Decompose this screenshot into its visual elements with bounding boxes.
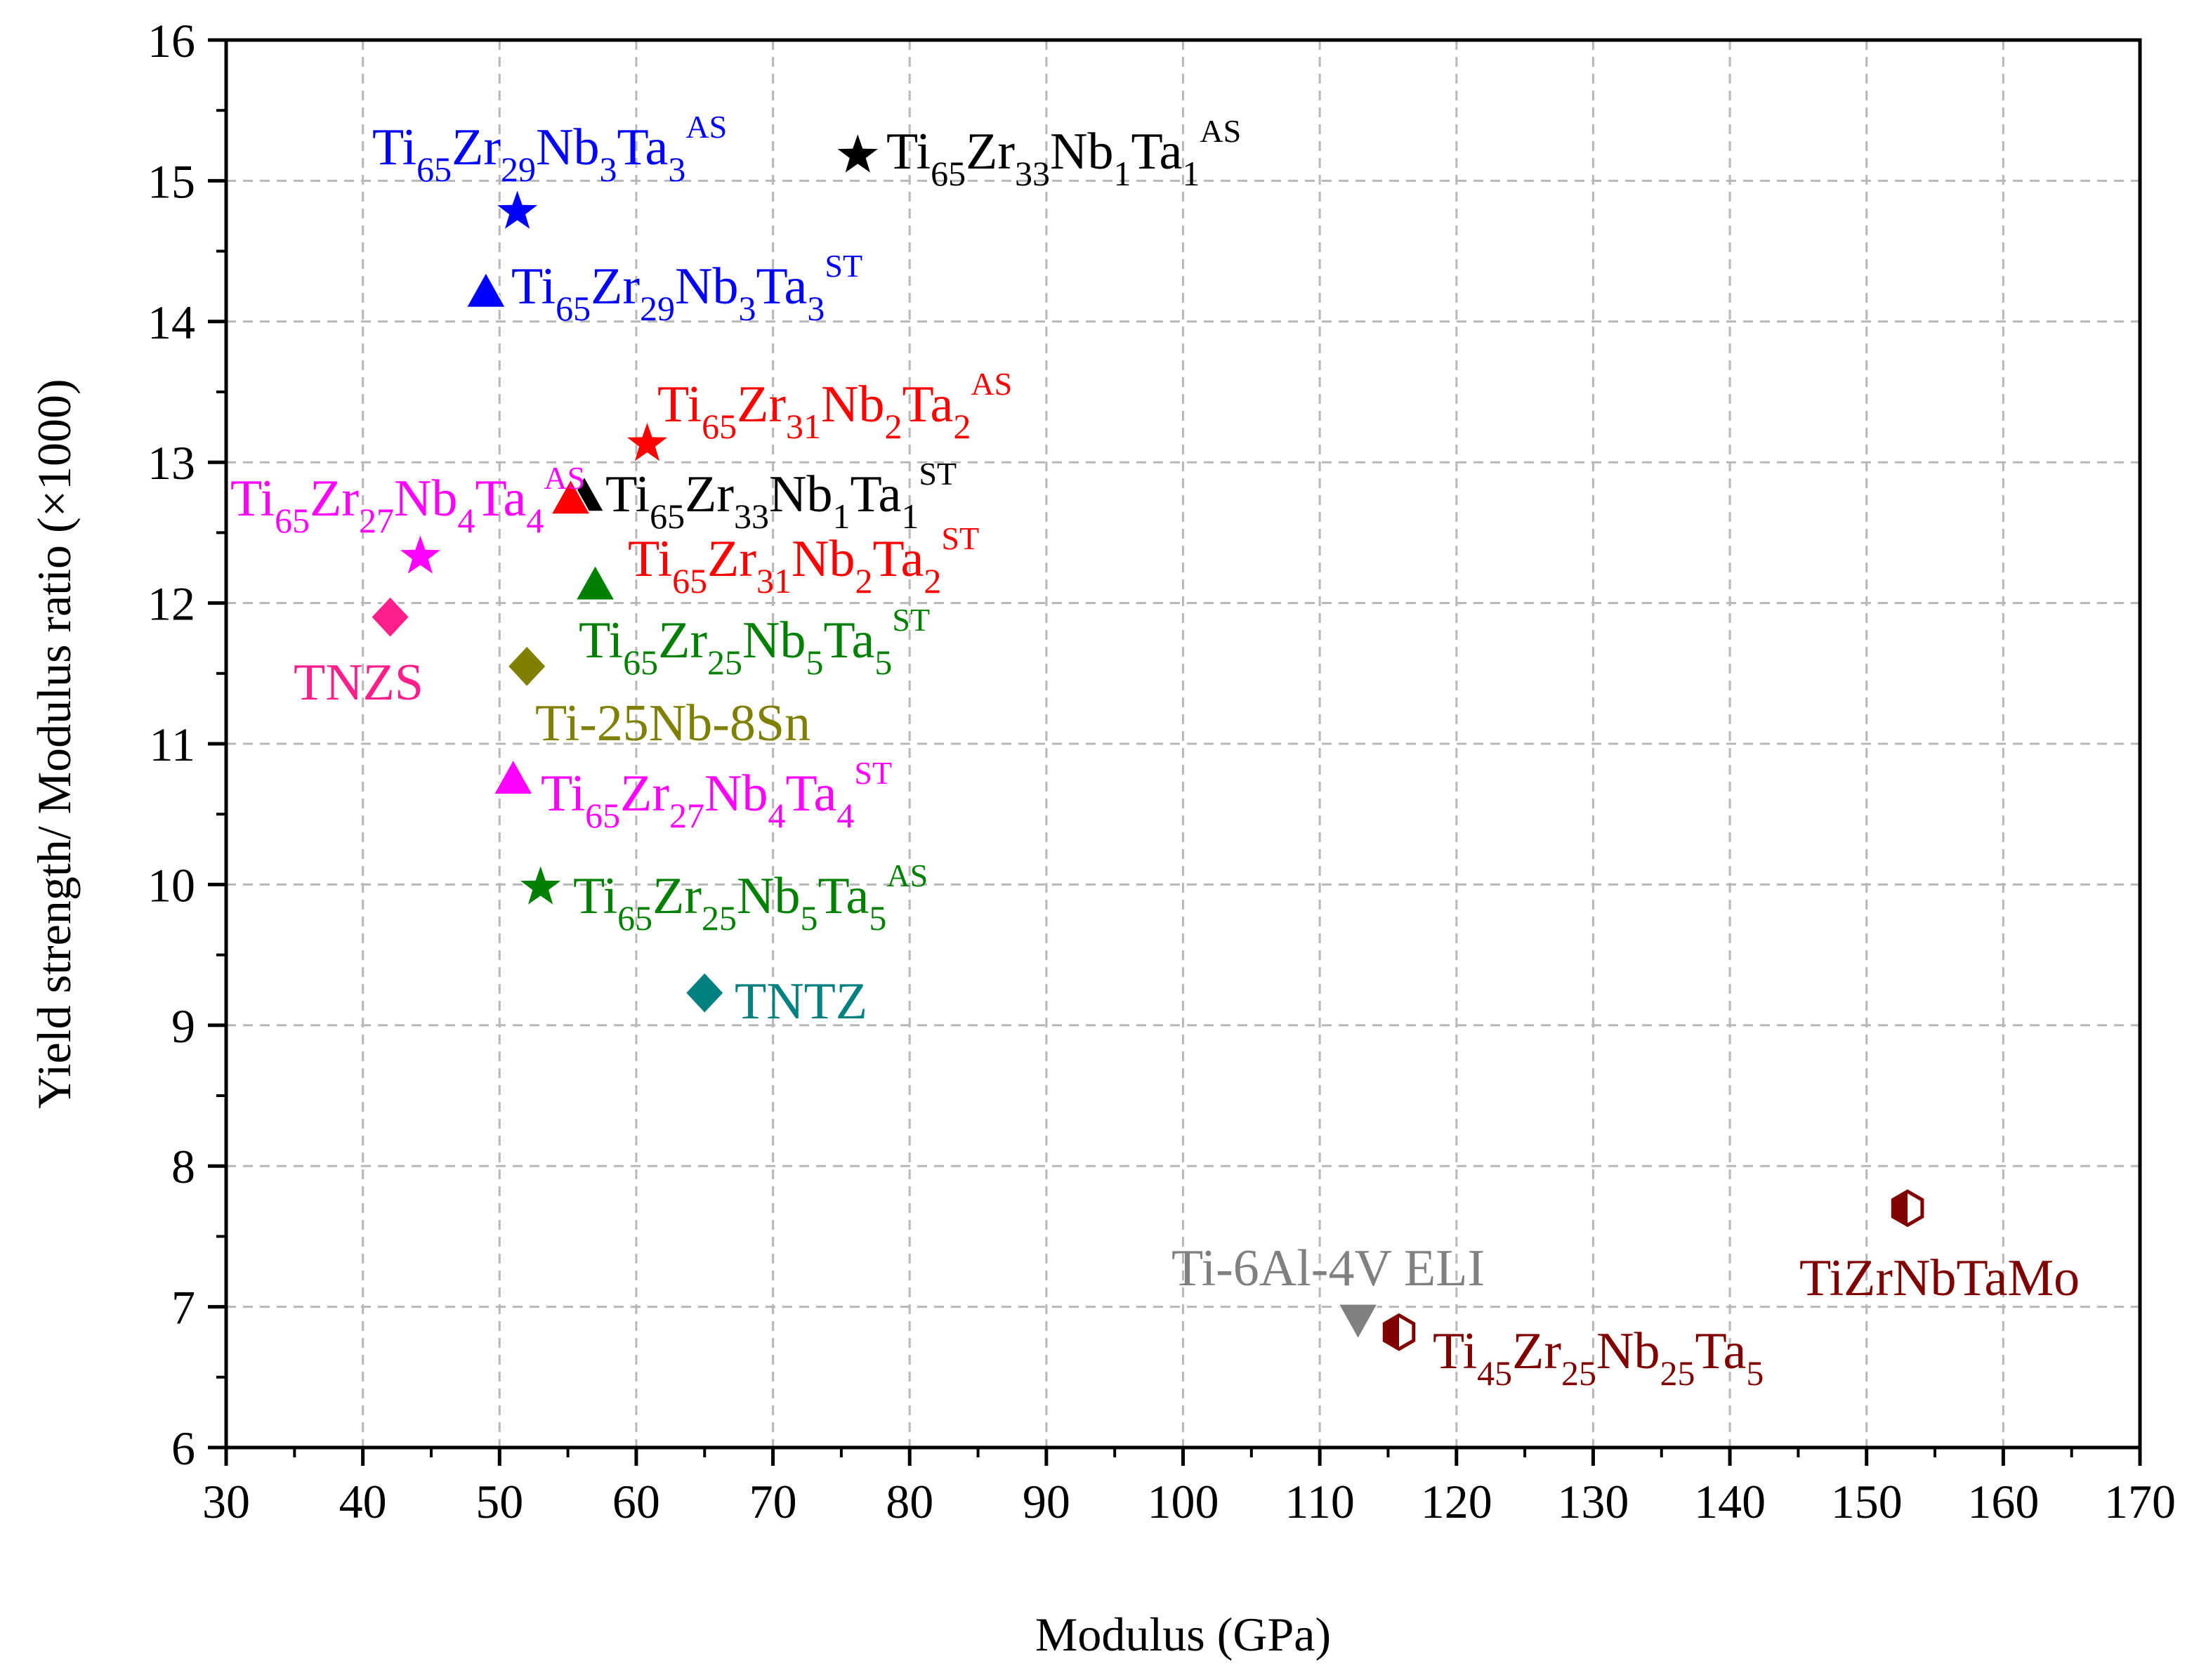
ti65zr29nb3ta3-as-marker — [497, 190, 538, 229]
tnzs-label: TNZS — [294, 654, 424, 711]
x-tick-label: 120 — [1421, 1475, 1492, 1528]
ti65zr33nb1ta1-as-label: Ti65Zr33Nb1Ta1AS — [886, 113, 1241, 193]
y-tick-label: 16 — [147, 14, 195, 67]
ti65zr31nb2ta2-as-label: Ti65Zr31Nb2Ta2AS — [657, 366, 1012, 446]
y-tick-label: 12 — [147, 577, 195, 631]
tizrnbtamo-label: TiZrNbTaMo — [1799, 1249, 2080, 1307]
ti65zr27nb4ta4-st-label: Ti65Zr27Nb4Ta4ST — [541, 755, 892, 835]
x-tick-label: 90 — [1023, 1475, 1070, 1528]
y-tick-label: 14 — [147, 296, 195, 349]
ti65zr31nb2ta2-as-marker — [627, 423, 667, 461]
x-tick-label: 110 — [1285, 1475, 1354, 1528]
ti-6al-4v-eli-label: Ti-6Al-4V ELI — [1171, 1240, 1485, 1297]
y-axis-title: Yield strength/ Modulus ratio (×1000) — [27, 379, 81, 1108]
x-axis-tick-labels: 30 40 50 60 70 80 90 100 110 120 130 140 150 160 170 — [202, 1475, 2176, 1528]
ti65zr25nb5ta5-st-label: Ti65Zr25Nb5Ta5ST — [579, 602, 930, 682]
x-tick-label: 30 — [202, 1475, 250, 1528]
ti65zr29nb3ta3-st-marker — [465, 270, 507, 308]
y-tick-label: 7 — [171, 1281, 195, 1334]
ti-25nb-8sn-label: Ti-25Nb-8Sn — [535, 695, 810, 752]
y-tick-label: 13 — [147, 436, 195, 490]
axis-ticks — [208, 38, 2142, 1466]
ti65zr33nb1ta1-as-marker — [837, 134, 878, 173]
data-markers — [369, 134, 1924, 1351]
ti65zr33nb1ta1-st-label: Ti65Zr33Nb1Ta1ST — [605, 456, 957, 536]
ti45zr25nb25ta5-label: Ti45Zr25Nb25Ta5 — [1433, 1323, 1764, 1393]
x-tick-label: 140 — [1694, 1475, 1766, 1528]
ti65zr29nb3ta3-st-label: Ti65Zr29Nb3Ta3ST — [511, 248, 862, 328]
data-labels: Ti65Zr29Nb3Ta3AS Ti65Zr29Nb3Ta3ST Ti65Zr33… — [230, 109, 2080, 1393]
tnzs-marker — [369, 594, 412, 640]
y-tick-label: 15 — [147, 155, 195, 208]
y-tick-label: 10 — [147, 858, 195, 912]
x-tick-label: 160 — [1967, 1475, 2039, 1528]
ti65zr27nb4ta4-as-label: Ti65Zr27Nb4Ta4AS — [230, 460, 585, 540]
ti65zr27nb4ta4-st-marker — [492, 758, 534, 796]
x-tick-label: 170 — [2104, 1475, 2176, 1528]
x-tick-label: 60 — [612, 1475, 660, 1528]
y-tick-label: 6 — [171, 1422, 195, 1475]
ti45zr25nb25ta5-marker — [1382, 1313, 1416, 1351]
grid-lines — [226, 40, 2140, 1448]
ti-6al-4v-eli-marker — [1337, 1303, 1379, 1341]
ti65zr25nb5ta5-as-marker — [520, 866, 561, 905]
x-tick-label: 100 — [1148, 1475, 1219, 1528]
ti65zr25nb5ta5-st-marker — [574, 563, 617, 601]
ti65zr25nb5ta5-as-label: Ti65Zr25Nb5Ta5AS — [573, 858, 928, 938]
x-axis-title: Modulus (GPa) — [1035, 1608, 1331, 1661]
y-tick-label: 8 — [171, 1140, 195, 1193]
x-tick-label: 150 — [1831, 1475, 1903, 1528]
y-tick-label: 11 — [150, 718, 195, 771]
ti-25nb-8sn-marker — [506, 643, 549, 689]
x-tick-label: 80 — [886, 1475, 933, 1528]
x-tick-label: 50 — [475, 1475, 523, 1528]
ti65zr31nb2ta2-st-label: Ti65Zr31Nb2Ta2ST — [628, 520, 979, 601]
tntz-label: TNTZ — [735, 973, 867, 1030]
ti65zr27nb4ta4-as-marker — [400, 535, 440, 574]
y-tick-label: 9 — [171, 999, 195, 1053]
x-tick-label: 40 — [339, 1475, 387, 1528]
y-axis-tick-labels: 6 7 8 9 10 11 12 13 14 15 16 — [147, 14, 195, 1475]
x-tick-label: 130 — [1557, 1475, 1629, 1528]
tizrnbtamo-marker — [1891, 1189, 1924, 1228]
ti65zr29nb3ta3-as-label: Ti65Zr29Nb3Ta3AS — [372, 109, 727, 189]
ti65zr31nb2ta2-st-marker — [549, 478, 592, 516]
x-tick-label: 70 — [749, 1475, 797, 1528]
tntz-marker — [683, 970, 726, 1016]
